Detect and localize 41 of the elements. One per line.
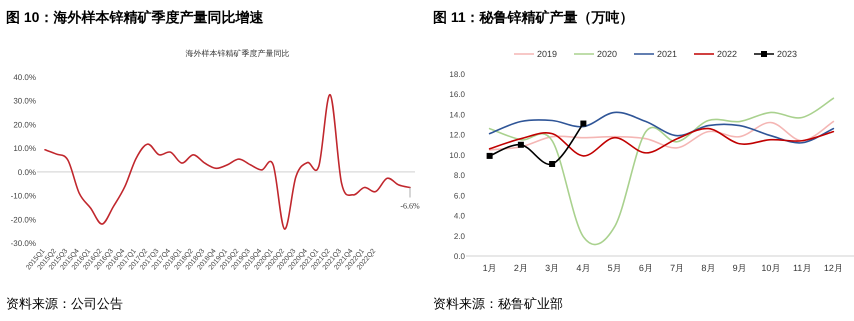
y-tick-label: 10.0: [449, 150, 466, 160]
y-tick-label: -10.0%: [10, 192, 36, 201]
y-tick-label: 6.0: [454, 191, 466, 200]
x-tick-label: 1月: [482, 263, 497, 273]
x-tick-label: 6月: [638, 263, 653, 273]
text: 资料来源：公司公告: [6, 296, 123, 311]
chart-subtitle: 海外样本锌精矿季度产量同比: [186, 49, 290, 58]
x-tick-label: 12月: [824, 263, 843, 273]
y-tick-label: 14.0: [449, 110, 466, 120]
y-tick-label: 30.0%: [13, 96, 36, 106]
x-tick-label: 7月: [670, 263, 684, 273]
y-tick-label: 0.0%: [18, 168, 36, 177]
chart-title: 图 10：海外样本锌精矿季度产量同比增速: [6, 9, 264, 25]
chart-title: 图 11：秘鲁锌精矿产量（万吨）: [433, 9, 634, 25]
y-tick-label: 12.0: [449, 130, 466, 140]
y-tick-label: 8.0: [454, 171, 466, 180]
y-tick-label: 20.0%: [13, 120, 36, 130]
legend-label: 2021: [657, 49, 678, 59]
x-tick-label: 9月: [732, 263, 747, 273]
y-tick-label: 16.0: [449, 90, 466, 100]
legend-label: 2022: [717, 49, 738, 59]
x-tick-label: 4月: [576, 263, 590, 273]
x-tick-label: 5月: [608, 263, 622, 273]
legend-label: 2023: [777, 49, 798, 59]
x-tick-label: 3月: [545, 263, 560, 273]
y-tick-label: 40.0%: [13, 73, 36, 82]
text: 资料来源：秘鲁矿业部: [433, 296, 563, 311]
y-tick-label: 2.0: [454, 232, 466, 241]
y-tick-label: -30.0%: [10, 239, 36, 248]
legend-label: 2020: [597, 49, 618, 59]
x-tick-label: 2月: [514, 263, 528, 273]
y-tick-label: 10.0%: [13, 144, 36, 154]
y-tick-label: -20.0%: [10, 215, 36, 224]
y-tick-label: 4.0: [454, 212, 466, 221]
data-label: -6.6%: [400, 202, 420, 211]
x-tick-label: 11月: [792, 263, 812, 273]
y-tick-label: 0.0: [454, 252, 466, 261]
x-tick-label: 8月: [701, 263, 716, 273]
legend-label: 2019: [537, 49, 558, 59]
x-tick-label: 10月: [761, 263, 780, 273]
y-tick-label: 18.0: [449, 70, 466, 79]
